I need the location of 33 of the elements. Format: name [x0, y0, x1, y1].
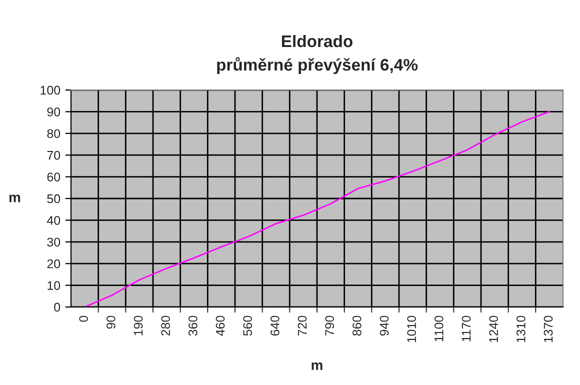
- x-tick-label: 360: [188, 316, 198, 336]
- y-axis-title: m: [9, 194, 20, 202]
- line-series: [84, 111, 550, 307]
- x-tick-label: 560: [243, 316, 252, 336]
- x-tick-label: 1100: [434, 316, 444, 342]
- y-tick-label: 40: [46, 216, 60, 225]
- x-tick-label: 940: [380, 316, 389, 336]
- x-tick-label: 0: [79, 316, 88, 322]
- y-tick-label: 10: [48, 281, 60, 290]
- y-tick-label: 80: [47, 129, 60, 138]
- x-tick-label: 1170: [462, 316, 471, 342]
- y-tick-label: 60: [47, 172, 60, 182]
- chart-title: Eldorado průměrné převýšení 6,4%: [217, 34, 418, 74]
- x-tick-label: 190: [134, 316, 143, 336]
- x-tick-label: 640: [270, 316, 280, 336]
- x-tick-label: 1310: [516, 316, 526, 342]
- y-tick-label: 20: [47, 259, 60, 268]
- y-tick-label: 50: [47, 194, 60, 204]
- x-tick-label: 1370: [544, 316, 553, 342]
- x-tick-label: 860: [352, 316, 362, 336]
- x-tick-label: 790: [325, 316, 334, 336]
- x-tick-label: 720: [298, 316, 307, 336]
- x-tick-label: 90: [106, 316, 116, 329]
- x-tick-label: 280: [161, 316, 170, 336]
- y-tick-label: 30: [47, 238, 60, 247]
- x-axis-title: m: [312, 362, 322, 370]
- y-tick-label: 0: [54, 302, 60, 312]
- y-tick-label: 90: [47, 108, 60, 116]
- x-tick-label: 460: [216, 316, 225, 336]
- x-tick-label: 1240: [489, 316, 498, 342]
- y-tick-label: 70: [47, 150, 60, 160]
- y-tick-label: 100: [40, 86, 60, 95]
- x-tick-label: 1010: [407, 316, 416, 342]
